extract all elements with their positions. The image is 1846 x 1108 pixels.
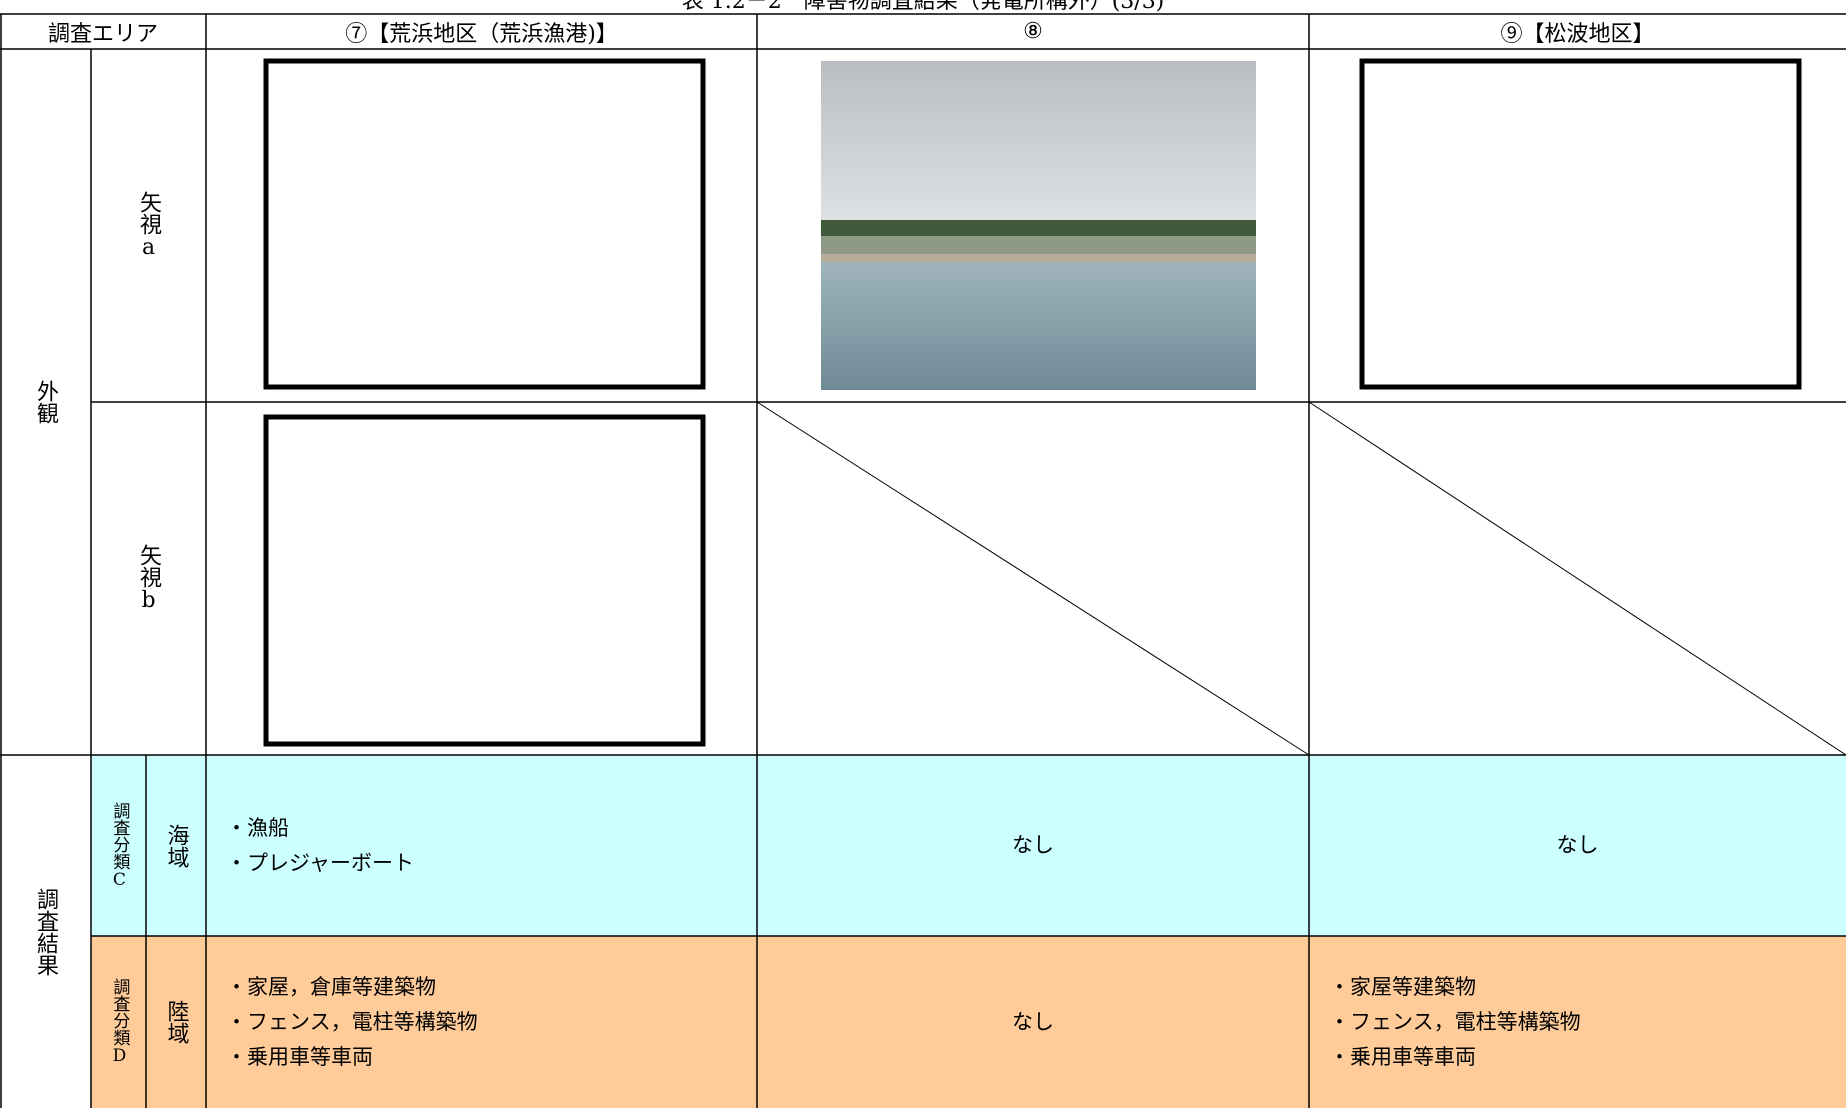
domain-label: 海域 (163, 823, 189, 868)
cell-line: ・プレジャーボート (226, 850, 414, 875)
results-label: 調査結果 (33, 887, 59, 976)
cell-line: ・フェンス，電柱等構築物 (1329, 1009, 1581, 1034)
cell-line: ・乗用車等車両 (226, 1044, 373, 1069)
cell: なし (1309, 755, 1846, 936)
cell-line: なし (1556, 833, 1599, 857)
cell-line: なし (1012, 1009, 1054, 1034)
cell-line: ・家屋，倉庫等建築物 (226, 974, 436, 999)
appearance-label: 外観 (33, 380, 59, 424)
doc-title: 表 1.2－2 障害物調査結果（発電所構外）(3/3) (681, 0, 1165, 14)
cell: なし (757, 755, 1309, 936)
view-label: 矢視a (136, 191, 162, 260)
view-label: 矢視b (136, 544, 162, 613)
photo (821, 61, 1256, 390)
cell-line: ・乗用車等車両 (1329, 1044, 1476, 1069)
domain-label: 陸域 (163, 1000, 189, 1044)
cell: ・漁船・プレジャーボート (226, 755, 757, 936)
class-label: 調査分類D (109, 978, 130, 1066)
header-column: ⑧ (1023, 19, 1043, 44)
cell: ・家屋，倉庫等建築物・フェンス，電柱等構築物 ・乗用車等車両 (226, 936, 757, 1108)
class-label: 調査分類C (109, 801, 130, 890)
header-area: 調査エリア (47, 21, 158, 47)
cell: ・家屋等建築物・フェンス，電柱等構築物 ・乗用車等車両 (1329, 936, 1846, 1108)
cell-line: ・家屋等建築物 (1329, 974, 1476, 999)
cell-line: ・漁船 (226, 815, 289, 840)
header-column: ⑨【松波地区】 (1500, 21, 1655, 47)
cell-line: なし (1012, 833, 1054, 857)
cell-line: ・フェンス，電柱等構築物 (226, 1009, 478, 1034)
cell: なし (757, 936, 1309, 1108)
header-column: ⑦【荒浜地区（荒浜漁港)】 (345, 21, 618, 47)
